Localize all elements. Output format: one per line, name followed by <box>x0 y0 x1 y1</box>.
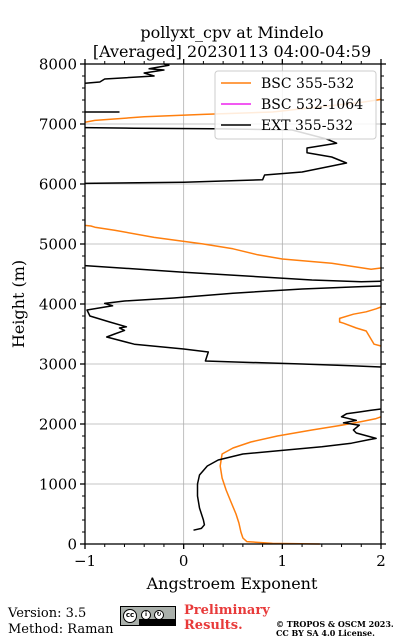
method-label: Method: Raman <box>8 622 114 637</box>
y-tick-label: 8000 <box>39 56 77 74</box>
y-tick-label: 1000 <box>39 476 77 494</box>
series-lines <box>84 63 382 545</box>
chart-subtitle: [Averaged] 20230113 04:00-04:59 <box>93 42 371 61</box>
x-tick-label: −1 <box>74 552 96 570</box>
cc-by-sa-badge-icon: cc i ↻ <box>120 606 176 626</box>
preliminary-line-2: Results. <box>184 618 243 633</box>
preliminary-results-note: Preliminary Results. <box>184 603 270 633</box>
series-bsc-355-532-line <box>338 306 382 347</box>
chart-title: pollyxt_cpv at Mindelo <box>140 23 323 42</box>
y-tick-label: 2000 <box>39 416 77 434</box>
y-tick-label: 0 <box>67 536 77 554</box>
legend-label-bsc-532-1064: BSC 532-1064 <box>261 97 363 113</box>
y-tick-label: 5000 <box>39 236 77 254</box>
legend: BSC 355-532 BSC 532-1064 EXT 355-532 <box>214 70 377 140</box>
series-ext-355-532-line <box>84 264 382 283</box>
copyright-line-1: © TROPOS & OSCM 2023. <box>276 619 394 629</box>
license-strip <box>139 619 175 625</box>
y-axis-label: Height (m) <box>9 260 28 348</box>
series-bsc-355-532-line <box>84 224 382 270</box>
x-tick-label: 2 <box>376 552 386 570</box>
series-ext-355-532-line <box>86 285 382 368</box>
series-ext-355-532-line <box>84 63 170 84</box>
legend-label-bsc-355-532: BSC 355-532 <box>261 76 354 92</box>
copyright-note: © TROPOS & OSCM 2023. CC BY SA 4.0 Licen… <box>276 620 394 638</box>
y-tick-label: 4000 <box>39 296 77 314</box>
legend-label-ext-355-532: EXT 355-532 <box>261 118 353 134</box>
cc-logo-icon: cc <box>123 609 137 623</box>
series-bsc-355-532-line <box>219 416 382 545</box>
x-tick-label: 0 <box>179 552 189 570</box>
preliminary-line-1: Preliminary <box>184 603 270 618</box>
y-tick-label: 6000 <box>39 176 77 194</box>
y-tick-label: 3000 <box>39 356 77 374</box>
legend-box <box>214 70 377 140</box>
copyright-line-2: CC BY SA 4.0 License. <box>276 628 375 638</box>
x-axis-label: Angstroem Exponent <box>146 574 318 593</box>
series-ext-355-532-line <box>193 408 382 531</box>
angstroem-profile-chart: pollyxt_cpv at Mindelo [Averaged] 202301… <box>9 23 386 593</box>
version-label: Version: 3.5 <box>8 606 87 621</box>
plot-frame <box>84 63 382 545</box>
y-tick-label: 7000 <box>39 116 77 134</box>
x-tick-label: 1 <box>278 552 288 570</box>
